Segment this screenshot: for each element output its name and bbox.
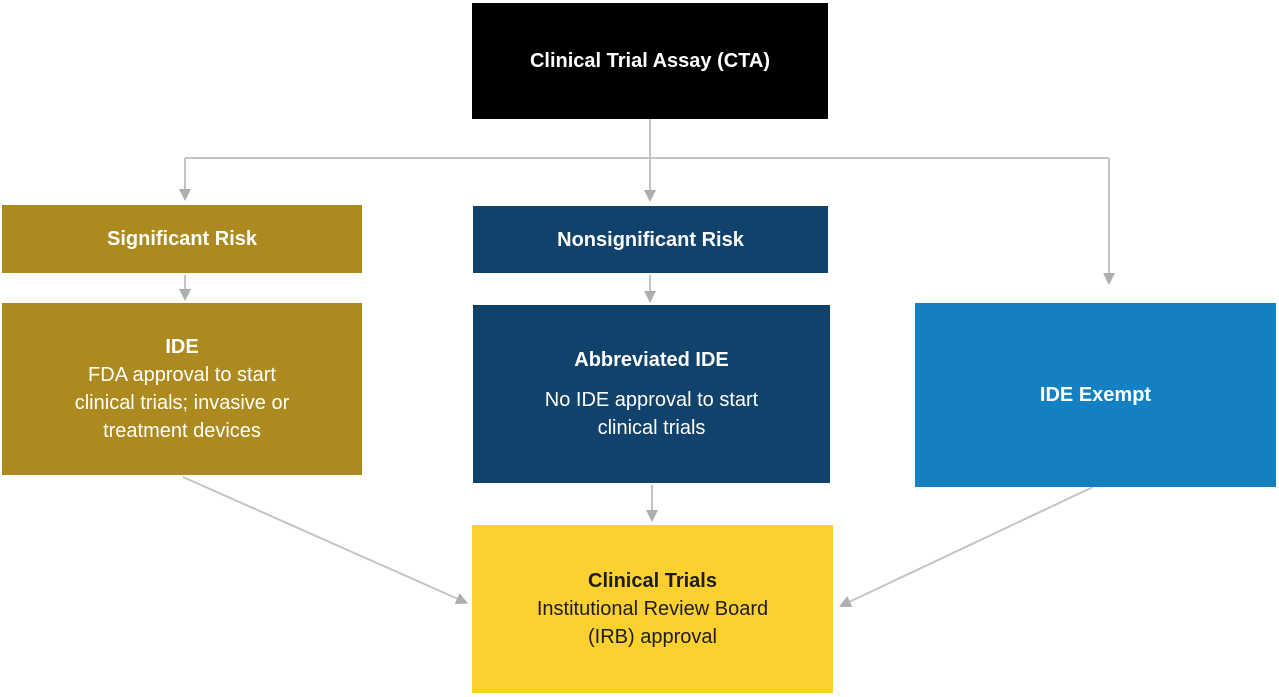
node-ide-exempt: IDE Exempt	[915, 303, 1276, 487]
node-abbreviated-ide: Abbreviated IDE No IDE approval to start…	[473, 305, 830, 483]
node-clinical-trials: Clinical Trials Institutional Review Boa…	[472, 525, 833, 693]
node-clinical-trial-assay: Clinical Trial Assay (CTA)	[472, 3, 828, 119]
node-nonsignificant-risk: Nonsignificant Risk	[473, 206, 828, 273]
connector-ide-to-clinical-trials	[182, 476, 469, 605]
connector-exempt-to-clinical-trials	[839, 486, 1094, 608]
node-ide: IDE FDA approval to start clinical trial…	[2, 303, 362, 475]
node-abbreviated-ide-title: Abbreviated IDE	[574, 349, 729, 371]
node-significant-risk: Significant Risk	[2, 205, 362, 273]
node-significant-risk-title: Significant Risk	[106, 228, 258, 250]
node-clinical-trials-title: Clinical Trials	[588, 570, 717, 592]
node-clinical-trial-assay-title: Clinical Trial Assay (CTA)	[529, 50, 771, 72]
node-abbreviated-ide-body: No IDE approval to start clinical trials	[544, 389, 759, 439]
node-ide-body: FDA approval to start clinical trials; i…	[74, 364, 290, 442]
node-ide-title: IDE	[165, 336, 199, 358]
node-clinical-trials-body: Institutional Review Board (IRB) approva…	[536, 598, 769, 648]
node-nonsignificant-risk-title: Nonsignificant Risk	[557, 228, 744, 251]
node-ide-exempt-title: IDE Exempt	[1039, 384, 1152, 406]
